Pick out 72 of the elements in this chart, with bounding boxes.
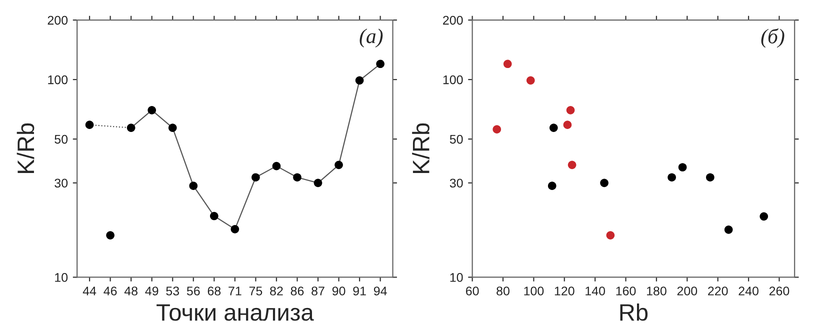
point bbox=[600, 178, 608, 188]
x-axis-title: Точки анализа bbox=[156, 304, 314, 321]
point bbox=[668, 173, 676, 182]
point bbox=[355, 76, 364, 85]
y-tick-label: 200 bbox=[443, 16, 463, 25]
point bbox=[106, 231, 114, 240]
x-tick-label: 260 bbox=[769, 286, 790, 296]
x-tick-label: 56 bbox=[186, 286, 200, 296]
point bbox=[548, 182, 556, 190]
x-tick-label: 87 bbox=[312, 286, 324, 296]
x-tick-label: 75 bbox=[249, 286, 262, 296]
point bbox=[230, 225, 240, 234]
x-tick-label: 90 bbox=[332, 286, 346, 296]
y-tick-label: 100 bbox=[48, 75, 68, 84]
annotation: (б) bbox=[761, 28, 784, 48]
annotation: (a) bbox=[360, 28, 383, 48]
x-tick-label: 120 bbox=[554, 286, 574, 296]
x-tick-label: 160 bbox=[616, 286, 636, 296]
point bbox=[503, 60, 512, 68]
y-tick-label: 10 bbox=[450, 273, 463, 282]
point bbox=[252, 173, 260, 182]
y-tick-label: 50 bbox=[450, 134, 463, 144]
x-tick-label: 68 bbox=[208, 286, 221, 296]
point bbox=[293, 173, 302, 182]
x-tick-label: 200 bbox=[677, 286, 698, 296]
x-tick-label: 49 bbox=[145, 286, 158, 296]
x-tick-label: 86 bbox=[290, 286, 304, 296]
y-tick-label: 10 bbox=[55, 273, 68, 282]
x-tick-label: 80 bbox=[496, 286, 510, 296]
x-tick-label: 140 bbox=[586, 286, 606, 296]
point bbox=[568, 160, 576, 170]
point bbox=[678, 163, 687, 172]
point bbox=[272, 162, 281, 170]
point bbox=[606, 231, 615, 240]
x-tick-label: 60 bbox=[466, 286, 479, 296]
y-axis-title: K/Rb bbox=[16, 123, 34, 173]
x-tick-label: 100 bbox=[524, 286, 544, 296]
point bbox=[148, 106, 156, 114]
point bbox=[168, 124, 177, 132]
y-tick-label: 50 bbox=[54, 134, 68, 144]
point bbox=[563, 120, 572, 130]
y-axis-title: K/Rb bbox=[412, 123, 430, 173]
x-axis-title: Rb bbox=[620, 303, 648, 321]
point bbox=[314, 178, 322, 188]
x-tick-label: 240 bbox=[738, 286, 758, 296]
y-tick-label: 100 bbox=[443, 75, 463, 84]
y-tick-label: 30 bbox=[450, 178, 463, 188]
point bbox=[334, 160, 343, 170]
x-tick-label: 71 bbox=[228, 286, 242, 296]
x-tick-label: 44 bbox=[82, 286, 96, 296]
x-tick-label: 82 bbox=[270, 286, 283, 296]
point bbox=[189, 182, 198, 190]
x-tick-label: 91 bbox=[353, 286, 366, 296]
point bbox=[376, 60, 384, 68]
point bbox=[724, 226, 733, 234]
point bbox=[760, 212, 768, 221]
point bbox=[126, 124, 136, 132]
x-tick-label: 94 bbox=[374, 286, 387, 296]
x-tick-label: 180 bbox=[646, 286, 666, 296]
x-tick-label: 220 bbox=[708, 286, 728, 296]
point bbox=[526, 76, 535, 85]
point bbox=[566, 106, 575, 114]
point bbox=[549, 124, 558, 132]
y-tick-label: 200 bbox=[48, 16, 68, 25]
point bbox=[210, 212, 218, 220]
point bbox=[706, 173, 714, 182]
y-tick-label: 30 bbox=[54, 178, 68, 188]
point bbox=[492, 125, 502, 134]
x-tick-label: 53 bbox=[166, 286, 180, 296]
x-tick-label: 46 bbox=[104, 286, 117, 296]
point bbox=[85, 120, 94, 130]
x-tick-label: 48 bbox=[124, 286, 138, 296]
